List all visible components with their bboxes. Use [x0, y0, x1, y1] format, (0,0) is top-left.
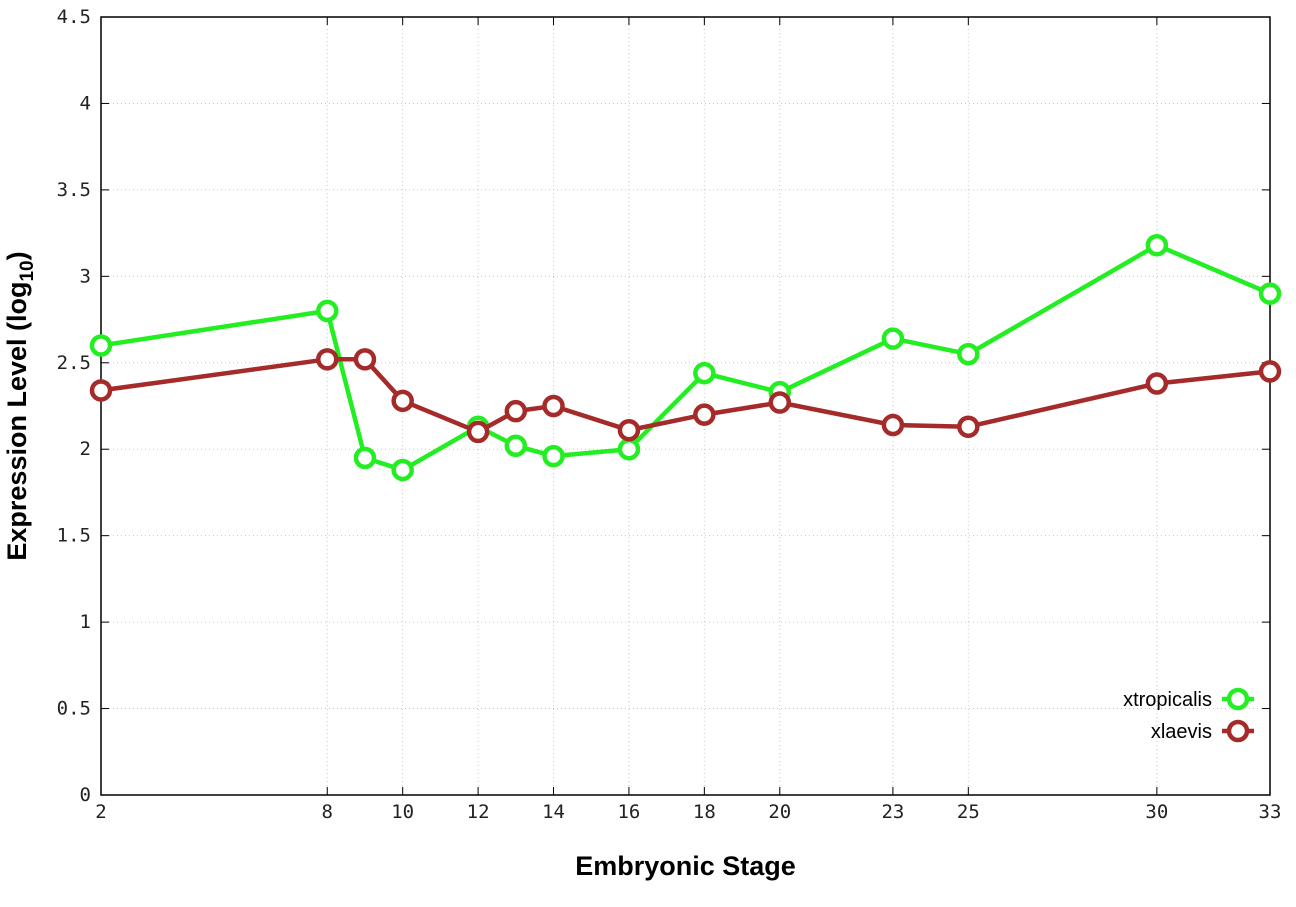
- series-layer: [89, 233, 1282, 482]
- y-axis-ticks: 0 0.5 1 1.5 2 2.5 3 3.5 4 4.5: [57, 6, 1270, 806]
- y-tick-label: 4.5: [57, 6, 91, 28]
- data-point-xlaevis: [1258, 360, 1282, 383]
- y-tick-label: 4: [80, 92, 91, 114]
- y-tick-label: 3.5: [57, 179, 91, 201]
- data-point-xlaevis: [1145, 372, 1169, 395]
- series-line-xtropicalis: [100, 242, 1271, 473]
- x-tick-label: 33: [1259, 801, 1282, 823]
- data-point-xlaevis: [542, 394, 565, 418]
- x-tick-label: 18: [693, 801, 716, 823]
- y-tick-label: 3: [80, 265, 91, 287]
- data-point-xlaevis: [768, 391, 792, 414]
- data-point-xlaevis: [466, 420, 490, 444]
- data-point-xlaevis: [617, 418, 641, 442]
- grid: [101, 17, 1270, 795]
- data-point-xlaevis: [353, 348, 377, 371]
- x-tick-label: 23: [881, 801, 904, 823]
- legend-marker-xtropicalis: [1226, 687, 1250, 711]
- x-tick-label: 16: [617, 801, 640, 823]
- x-tick-label: 14: [542, 801, 565, 823]
- y-axis-title-main: Expression Level (log: [2, 282, 32, 561]
- data-point-xtropicalis: [89, 334, 113, 357]
- data-point-xtropicalis: [957, 342, 980, 366]
- y-axis-title-suffix: ): [2, 251, 32, 260]
- legend: xtropicalis xlaevis: [1123, 687, 1254, 743]
- legend-marker-xlaevis: [1226, 719, 1250, 743]
- x-tick-label: 8: [322, 801, 333, 823]
- data-point-xtropicalis: [391, 458, 414, 482]
- data-point-xtropicalis: [1145, 233, 1169, 257]
- y-tick-label: 2: [80, 438, 91, 460]
- data-point-xtropicalis: [504, 434, 528, 458]
- data-point-xtropicalis: [316, 299, 339, 323]
- x-tick-label: 2: [95, 801, 106, 823]
- y-tick-label: 0: [80, 784, 91, 806]
- series-xtropicalis: [89, 233, 1282, 482]
- data-point-xtropicalis: [542, 444, 565, 468]
- series-line-xlaevis: [100, 357, 1271, 435]
- data-point-xlaevis: [504, 399, 528, 423]
- y-tick-label: 1: [80, 611, 91, 633]
- legend-label-xlaevis: xlaevis: [1151, 721, 1212, 743]
- y-axis-title-subscript: 10: [17, 260, 38, 281]
- x-tick-label: 12: [467, 801, 490, 823]
- data-point-xtropicalis: [353, 446, 377, 470]
- x-axis-title: Embryonic Stage: [575, 851, 796, 881]
- y-axis-title: Expression Level (log10): [2, 251, 38, 560]
- data-point-xtropicalis: [617, 437, 641, 461]
- y-tick-label: 1.5: [57, 525, 91, 547]
- x-tick-label: 10: [391, 801, 414, 823]
- x-tick-label: 25: [957, 801, 980, 823]
- data-point-xlaevis: [89, 379, 113, 402]
- data-point-xlaevis: [693, 403, 716, 426]
- data-point-xtropicalis: [693, 361, 716, 385]
- y-tick-label: 2.5: [57, 352, 91, 374]
- x-tick-label: 20: [768, 801, 791, 823]
- legend-label-xtropicalis: xtropicalis: [1123, 689, 1212, 711]
- data-point-xtropicalis: [1258, 282, 1282, 305]
- data-point-xlaevis: [957, 415, 980, 438]
- data-point-xlaevis: [391, 389, 414, 413]
- y-tick-label: 0.5: [57, 698, 91, 720]
- x-tick-label: 30: [1145, 801, 1168, 823]
- series-xlaevis: [89, 348, 1282, 444]
- data-point-xlaevis: [316, 348, 339, 371]
- data-point-xlaevis: [881, 413, 905, 437]
- x-axis-ticks: 2 8 10 12 14 16 18 20 23 25 30 33: [95, 17, 1281, 823]
- data-point-xtropicalis: [881, 327, 905, 350]
- plot-area-frame: [100, 16, 1271, 796]
